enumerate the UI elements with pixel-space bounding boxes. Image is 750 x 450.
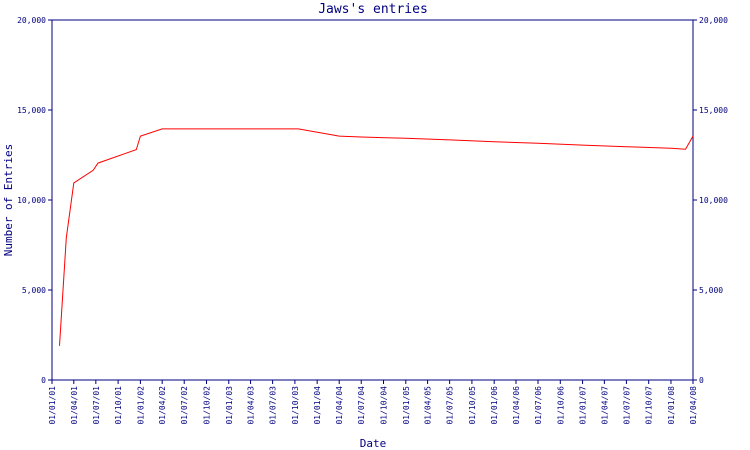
x-tick-label: 01/07/04 — [357, 386, 366, 425]
x-tick-label: 01/10/06 — [556, 386, 565, 425]
x-tick-label: 01/10/04 — [380, 386, 389, 425]
x-tick-label: 01/04/04 — [335, 386, 344, 425]
series-line — [59, 128, 694, 346]
y-axis-left: 0 5,000 10,000 15,000 20,000 — [17, 16, 52, 385]
x-tick-label: 01/10/01 — [114, 386, 123, 425]
x-tick-label: 01/01/01 — [48, 386, 57, 425]
y-tick-label-right: 20,000 — [699, 16, 728, 25]
x-tick-label: 01/07/01 — [92, 386, 101, 425]
x-tick-label: 01/10/05 — [468, 386, 477, 425]
x-tick-label: 01/04/03 — [247, 386, 256, 425]
x-tick-label: 01/01/08 — [667, 386, 676, 425]
x-tick-label: 01/04/06 — [512, 386, 521, 425]
x-tick-label: 01/04/07 — [600, 386, 609, 425]
plot-area — [51, 19, 694, 381]
y-tick-label-left: 0 — [41, 376, 46, 385]
x-axis-label: Date — [360, 437, 387, 450]
x-tick-label: 01/01/04 — [313, 386, 322, 425]
x-tick-label: 01/10/03 — [291, 386, 300, 425]
y-axis-label: Number of Entries — [2, 144, 15, 257]
y-tick-label-left: 20,000 — [17, 16, 46, 25]
y-tick-label-right: 0 — [699, 376, 704, 385]
x-tick-label: 01/01/07 — [579, 386, 588, 425]
y-tick-label-right: 5,000 — [699, 286, 723, 295]
x-tick-label: 01/01/05 — [402, 386, 411, 425]
x-tick-label: 01/04/05 — [424, 386, 433, 425]
x-tick-label: 01/10/07 — [645, 386, 654, 425]
x-tick-label: 01/04/02 — [158, 386, 167, 425]
x-tick-label: 01/07/07 — [622, 386, 631, 425]
y-tick-label-left: 15,000 — [17, 106, 46, 115]
x-tick-label: 01/04/01 — [70, 386, 79, 425]
y-tick-label-right: 15,000 — [699, 106, 728, 115]
x-tick-label: 01/07/06 — [534, 386, 543, 425]
y-tick-label-left: 10,000 — [17, 196, 46, 205]
x-tick-label: 01/07/05 — [446, 386, 455, 425]
x-tick-label: 01/04/08 — [689, 386, 698, 425]
x-tick-label: 01/01/02 — [136, 386, 145, 425]
y-axis-right: 0 5,000 10,000 15,000 20,000 — [693, 16, 728, 385]
y-tick-label-right: 10,000 — [699, 196, 728, 205]
y-tick-label-left: 5,000 — [22, 286, 46, 295]
series-layer — [59, 128, 694, 346]
x-tick-label: 01/10/02 — [202, 386, 211, 425]
x-tick-label: 01/07/02 — [180, 386, 189, 425]
x-tick-label: 01/01/03 — [225, 386, 234, 425]
x-tick-label: 01/01/06 — [490, 386, 499, 425]
x-axis: 01/01/01 01/04/01 01/07/01 01/10/01 01/01/02… — [48, 380, 698, 425]
chart-title: Jaws's entries — [318, 2, 428, 17]
x-tick-label: 01/07/03 — [269, 386, 278, 425]
